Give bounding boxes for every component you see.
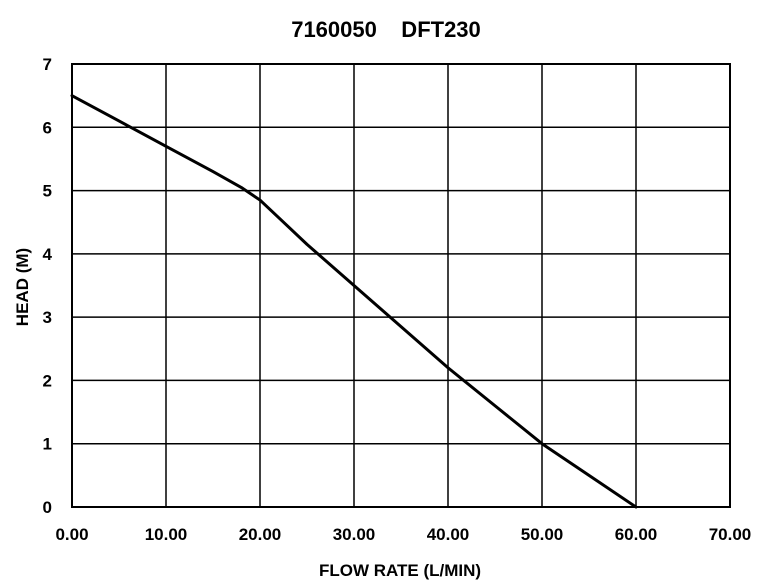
y-tick-label: 1 — [43, 435, 52, 454]
x-tick-label: 20.00 — [239, 525, 282, 544]
chart-title: 7160050 DFT230 — [291, 17, 481, 42]
y-tick-label: 3 — [43, 308, 52, 327]
y-tick-label: 6 — [43, 118, 52, 137]
y-tick-label: 2 — [43, 371, 52, 390]
x-tick-label: 50.00 — [521, 525, 564, 544]
y-tick-label: 7 — [43, 55, 52, 74]
grid — [72, 64, 730, 507]
x-tick-label: 40.00 — [427, 525, 470, 544]
y-tick-label: 0 — [43, 498, 52, 517]
x-tick-label: 0.00 — [55, 525, 88, 544]
x-tick-label: 10.00 — [145, 525, 188, 544]
plot-frame — [71, 63, 731, 508]
x-axis-ticks: 0.00 10.00 20.00 30.00 40.00 50.00 60.00 70.00 — [55, 525, 751, 544]
x-tick-label: 30.00 — [333, 525, 376, 544]
y-axis-ticks: 0 1 2 3 4 5 6 7 — [43, 55, 53, 517]
x-axis-label: FLOW RATE (L/MIN) — [319, 561, 481, 580]
x-tick-label: 70.00 — [709, 525, 752, 544]
x-tick-label: 60.00 — [615, 525, 658, 544]
y-tick-label: 5 — [43, 182, 52, 201]
y-axis-label: HEAD (M) — [13, 248, 32, 326]
y-tick-label: 4 — [43, 245, 53, 264]
